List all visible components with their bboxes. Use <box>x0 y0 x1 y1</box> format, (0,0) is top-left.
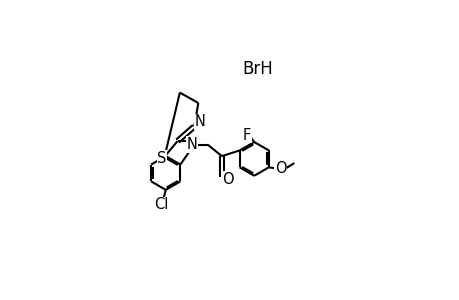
Text: N: N <box>186 137 197 152</box>
Text: O: O <box>274 161 286 176</box>
Text: S: S <box>157 151 166 166</box>
Text: BrH: BrH <box>242 61 273 79</box>
Text: F: F <box>242 128 251 142</box>
Text: Cl: Cl <box>154 197 168 212</box>
Text: N: N <box>194 114 205 129</box>
Text: O: O <box>221 172 233 187</box>
